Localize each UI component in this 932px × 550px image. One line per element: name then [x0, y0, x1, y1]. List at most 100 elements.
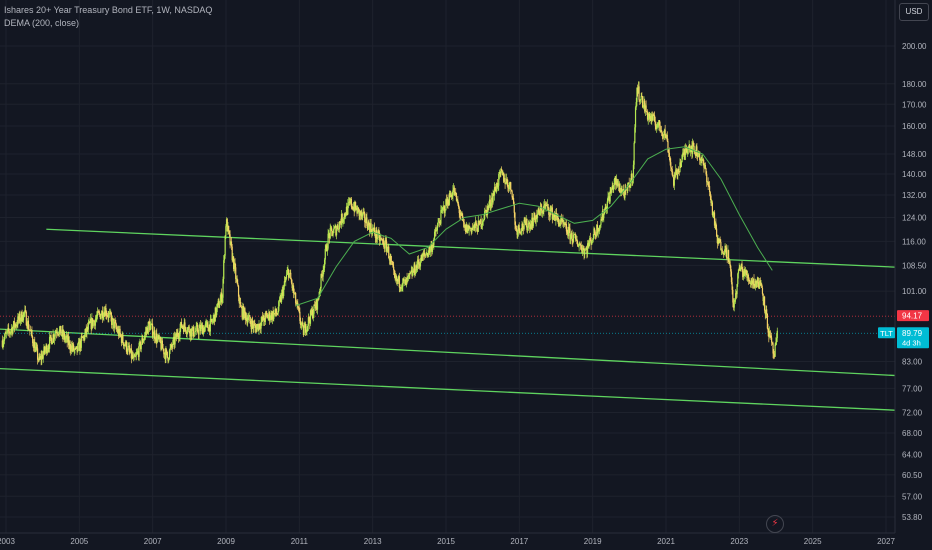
candle-body [494, 187, 496, 190]
candle-body [123, 344, 125, 347]
candle-body [569, 228, 571, 240]
candle-body [350, 198, 352, 203]
candle-body [97, 311, 99, 313]
candle-body [154, 339, 156, 341]
candle-body [50, 335, 52, 339]
candle-body [321, 274, 324, 277]
candle-body [228, 225, 230, 231]
lightning-bolt-icon[interactable]: ⚡ [766, 515, 784, 533]
x-tick-label: 2009 [217, 537, 235, 546]
candle-body [734, 299, 736, 301]
candle-body [358, 208, 360, 216]
candle-body [90, 318, 92, 329]
candle-body [44, 349, 46, 352]
candle-body [110, 312, 112, 317]
candle-body [677, 168, 679, 175]
candle-body [465, 225, 467, 232]
candle-body [273, 313, 275, 319]
candle-body [265, 313, 267, 315]
candle-body [52, 334, 54, 343]
candle-body [699, 159, 702, 161]
candle-body [196, 325, 198, 327]
candle-body [96, 316, 98, 319]
candle-body [383, 241, 385, 248]
candle-body [740, 263, 742, 268]
candle-body [311, 309, 313, 315]
candle-body [755, 280, 757, 284]
candle-body [141, 338, 143, 345]
candle-body [9, 332, 11, 334]
candle-body [5, 332, 8, 334]
candle-body [270, 313, 272, 319]
candle-body [179, 328, 181, 337]
candle-body [309, 310, 312, 324]
candle-body [457, 200, 459, 204]
candle-body [722, 253, 724, 254]
candle-body [301, 322, 303, 324]
candle-body [82, 336, 85, 338]
candle-body [115, 327, 118, 329]
candle-body [342, 220, 344, 223]
candle-body [374, 227, 376, 235]
candle-body [461, 212, 463, 216]
candle-body [44, 346, 46, 352]
candle-body [186, 332, 188, 334]
candle-body [166, 349, 168, 352]
candle-body [43, 346, 45, 354]
candle-body [426, 253, 429, 257]
candle-body [767, 328, 769, 333]
candle-body [668, 152, 670, 154]
candle-body [256, 326, 258, 332]
candle-body [402, 278, 404, 287]
candle-body [144, 331, 147, 335]
candle-body [210, 319, 212, 320]
candle-body [331, 230, 333, 236]
candle-body [724, 245, 726, 254]
candle-body [523, 219, 525, 230]
candle-body [547, 204, 549, 208]
candle-body [21, 311, 23, 322]
candle-body [694, 149, 696, 154]
candle-body [680, 162, 682, 168]
candle-body [748, 279, 750, 281]
candle-body [151, 323, 153, 325]
currency-button[interactable]: USD [899, 3, 929, 21]
candle-body [438, 221, 440, 223]
candle-body [338, 228, 340, 230]
candle-body [101, 310, 103, 316]
candle-body [425, 254, 427, 256]
candle-body [737, 273, 739, 285]
candle-body [747, 274, 749, 278]
candle-body [570, 232, 572, 235]
candle-body [53, 334, 55, 340]
candle-body [17, 316, 20, 320]
candle-body [619, 191, 621, 193]
candle-body [699, 151, 701, 161]
candle-body [382, 239, 384, 242]
candle-body [70, 348, 72, 352]
x-tick-label: 2015 [437, 537, 455, 546]
candle-body [445, 199, 447, 211]
candle-body [225, 226, 227, 236]
candle-body [572, 241, 574, 242]
candle-body [243, 308, 245, 319]
candle-body [681, 154, 683, 163]
candle-body [209, 324, 211, 332]
candle-body [541, 210, 544, 214]
candle-body [235, 278, 238, 280]
candle-body [99, 312, 101, 315]
candle-body [549, 209, 551, 217]
candle-body [435, 230, 437, 232]
candle-body [240, 301, 242, 308]
candle-body [166, 351, 168, 358]
candle-body [430, 245, 432, 249]
candle-body [316, 299, 318, 310]
candle-body [338, 221, 340, 230]
candle-body [335, 225, 337, 236]
candle-body [346, 206, 348, 215]
candle-body [696, 155, 699, 157]
candle-body [752, 278, 754, 284]
candle-body [491, 197, 493, 203]
candle-body [768, 331, 771, 337]
